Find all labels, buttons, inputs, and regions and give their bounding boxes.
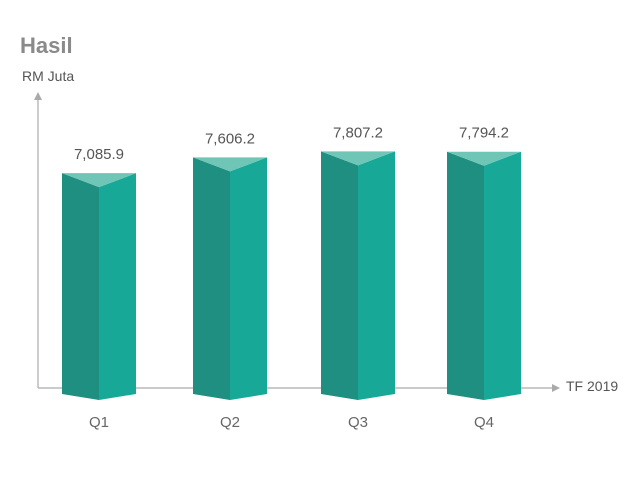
x-axis-arrow	[552, 384, 560, 392]
value-label-q3: 7,807.2	[333, 124, 383, 141]
labels-group: 7,085.9 Q1 7,606.2 Q2 7,807.2 Q3 7,794.2 Q4	[74, 124, 509, 431]
bar-top-face	[62, 173, 136, 188]
bar-top-face	[447, 151, 521, 166]
bar-right-face	[358, 151, 395, 400]
bar-q2	[193, 157, 267, 400]
bar-q4	[447, 151, 521, 400]
bar-top-face	[193, 157, 267, 172]
value-label-q1: 7,085.9	[74, 146, 124, 163]
category-label-q3: Q3	[348, 414, 368, 431]
x-axis-year-label: TF 2019	[566, 378, 619, 394]
y-axis-arrow	[34, 92, 42, 100]
bar-top-face	[321, 151, 395, 166]
bar-right-face	[99, 173, 136, 400]
value-label-q4: 7,794.2	[459, 125, 509, 142]
bar-q1	[62, 173, 136, 400]
bar-left-face	[62, 173, 99, 400]
bar-left-face	[447, 151, 484, 400]
chart-title: Hasil	[20, 33, 73, 58]
bar-q3	[321, 151, 395, 400]
bar-left-face	[321, 151, 358, 400]
value-label-q2: 7,606.2	[205, 130, 255, 147]
bar-right-face	[230, 157, 267, 400]
category-label-q2: Q2	[220, 414, 240, 431]
category-label-q1: Q1	[89, 414, 109, 431]
category-label-q4: Q4	[474, 414, 494, 431]
bars-group	[62, 151, 521, 400]
bar-right-face	[484, 151, 521, 400]
bar-left-face	[193, 157, 230, 400]
y-axis-unit-label: RM Juta	[22, 68, 75, 84]
